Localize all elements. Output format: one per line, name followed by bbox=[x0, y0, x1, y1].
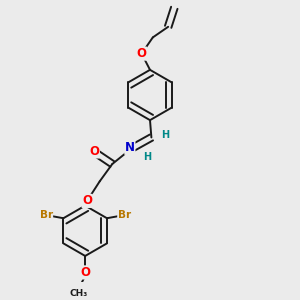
Text: N: N bbox=[125, 141, 135, 154]
Text: O: O bbox=[82, 194, 92, 207]
Text: O: O bbox=[80, 266, 90, 279]
Text: O: O bbox=[89, 145, 99, 158]
Text: O: O bbox=[136, 47, 147, 60]
Text: H: H bbox=[143, 152, 152, 162]
Text: CH₃: CH₃ bbox=[70, 290, 88, 298]
Text: Br: Br bbox=[40, 210, 52, 220]
Text: H: H bbox=[161, 130, 169, 140]
Text: Br: Br bbox=[118, 210, 131, 220]
